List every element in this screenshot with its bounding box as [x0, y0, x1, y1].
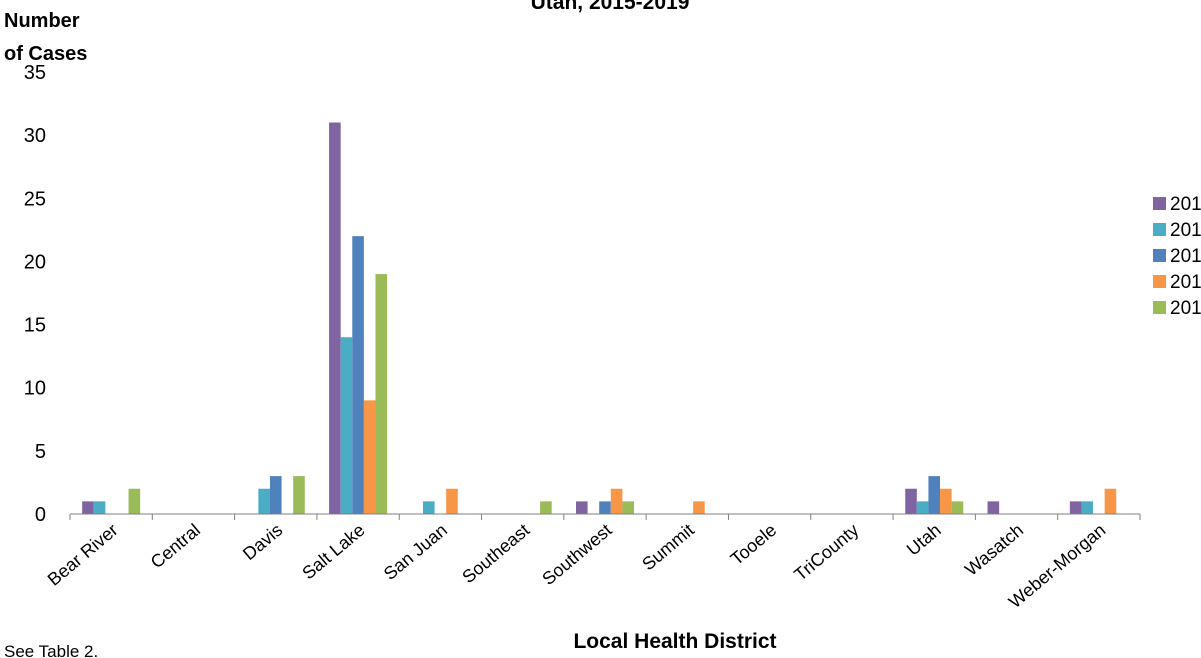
x-tick-label: Southwest [538, 520, 615, 589]
x-axis-label: Local Health District [573, 630, 776, 653]
y-axis-ticks: 0 5 10 15 20 25 30 35 [24, 62, 46, 526]
bar-2015-weber-morgan [1069, 501, 1082, 514]
legend-label-2016: 2016 [1170, 220, 1201, 241]
bar-2015-utah [905, 488, 917, 514]
x-tick-label: Southeast [458, 520, 533, 587]
legend-label-2018: 2018 [1170, 272, 1201, 293]
bar-2016-salt-lake [340, 337, 353, 514]
bar-2015-southwest [576, 501, 588, 514]
bar-2015-bear-river [82, 501, 94, 514]
bar-2017-davis [269, 476, 282, 514]
legend-label-2019: 2019 [1170, 298, 1201, 319]
y-tick-label: 15 [24, 315, 46, 337]
bar-2018-summit [693, 501, 705, 514]
bar-2019-bear-river [128, 488, 141, 514]
bar-2018-utah [940, 488, 952, 514]
bar-2017-utah [928, 476, 941, 514]
x-axis-ticks [69, 514, 1141, 520]
bar-2016-san-juan [422, 501, 435, 514]
bar-2018-weber-morgan [1104, 488, 1117, 514]
legend-label-2017: 2017 [1170, 246, 1201, 267]
legend-swatch-2019 [1153, 301, 1166, 314]
y-tick-label: 30 [24, 125, 46, 147]
bar-2017-southwest [599, 501, 611, 514]
bar-2018-salt-lake [363, 400, 376, 514]
legend-swatch-2017 [1153, 249, 1166, 262]
bar-2019-utah [951, 501, 964, 514]
x-axis-tick-labels: Bear River Central Davis Salt Lake San Juan S… [44, 520, 1110, 612]
bars [82, 122, 1117, 515]
y-tick-label: 35 [24, 62, 46, 84]
x-tick-label: Utah [903, 520, 945, 560]
bar-2016-bear-river [93, 501, 106, 514]
bar-2015-salt-lake [329, 122, 341, 514]
x-tick-label: San Juan [380, 520, 451, 584]
y-tick-label: 10 [24, 378, 46, 400]
x-tick-label: Central [147, 520, 204, 573]
x-tick-label: Bear River [44, 520, 122, 590]
bar-2016-weber-morgan [1081, 501, 1094, 514]
bar-2015-wasatch [987, 501, 1000, 514]
x-tick-label: Summit [638, 520, 698, 575]
x-tick-label: TriCounty [790, 520, 862, 585]
x-tick-label: Wasatch [961, 520, 1027, 580]
bar-2018-southwest [610, 488, 623, 514]
bar-2019-davis [293, 476, 305, 514]
legend-swatch-2015 [1153, 197, 1166, 210]
x-tick-label: Davis [239, 520, 286, 564]
footnote: See Table 2. [4, 642, 98, 658]
y-tick-label: 20 [24, 251, 46, 273]
legend: 2015 2016 2017 2018 2019 [1153, 194, 1201, 319]
x-tick-label: Salt Lake [298, 520, 368, 584]
bar-2017-salt-lake [352, 236, 364, 515]
y-tick-label: 0 [35, 504, 46, 526]
y-axis-label-line-2: of Cases [4, 43, 87, 65]
legend-label-2015: 2015 [1170, 194, 1201, 215]
legend-swatch-2016 [1153, 223, 1166, 236]
x-tick-label: Tooele [727, 520, 780, 569]
chart-title: Utah, 2015-2019 [531, 0, 690, 14]
y-tick-label: 25 [24, 188, 46, 210]
bar-2019-southeast [540, 501, 552, 514]
legend-swatch-2018 [1153, 275, 1166, 288]
y-tick-label: 5 [35, 441, 46, 463]
bar-2016-davis [258, 488, 270, 514]
bar-2018-san-juan [446, 488, 458, 514]
bar-2016-utah [916, 501, 929, 514]
y-axis-label-line-1: Number [4, 10, 80, 32]
bar-2019-southwest [622, 501, 634, 514]
bar-2019-salt-lake [375, 274, 388, 514]
